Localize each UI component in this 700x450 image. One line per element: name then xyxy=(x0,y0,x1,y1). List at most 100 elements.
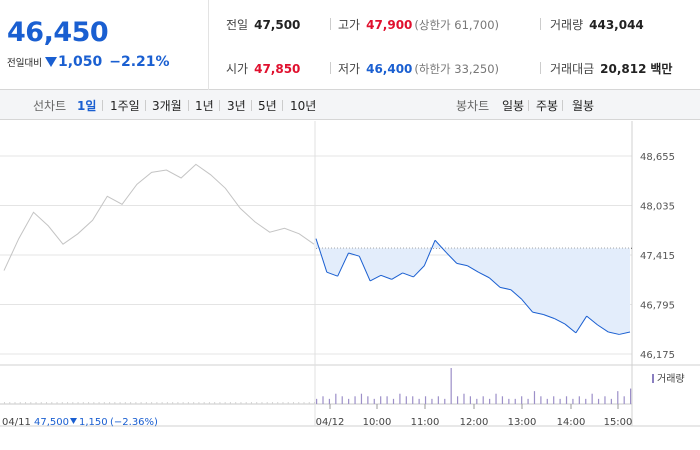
period-3y[interactable]: 3년 xyxy=(227,99,246,113)
prev-day-close: 47,500 xyxy=(34,417,69,428)
volume-bar xyxy=(261,402,263,404)
volume-bar xyxy=(182,402,184,404)
volume-bar xyxy=(444,398,446,404)
prev-day-date: 04/11 xyxy=(2,417,31,428)
volume-bar xyxy=(341,396,343,404)
divider xyxy=(102,100,103,111)
volume-bar xyxy=(572,398,574,404)
stat-value: 47,850 xyxy=(254,62,301,76)
volume-bar xyxy=(266,402,268,404)
volume-bar xyxy=(114,402,116,404)
volume-bar xyxy=(405,396,407,404)
volume-bar xyxy=(271,402,273,404)
price-segment xyxy=(358,255,371,282)
volume-bar xyxy=(469,396,471,404)
x-tick-label: 13:00 xyxy=(508,417,537,428)
price-segment xyxy=(488,277,501,288)
volume-bar xyxy=(140,402,142,404)
volume-bar xyxy=(203,402,205,404)
divider xyxy=(330,18,331,30)
volume-bar xyxy=(88,402,90,404)
change-percent: −2.21% xyxy=(109,54,170,70)
line-chart-label: 선차트 xyxy=(33,99,67,113)
x-tick-label: 15:00 xyxy=(604,417,633,428)
divider xyxy=(330,62,331,74)
volume-bar xyxy=(540,396,542,404)
volume-bar xyxy=(298,402,300,404)
volume-legend-label: 거래량 xyxy=(657,373,685,385)
price-chart: 48,655 48,035 47,415 46,795 46,175 04/12 10:0… xyxy=(0,121,700,428)
price-segment xyxy=(413,265,425,278)
x-tick-label: 04/12 xyxy=(316,417,345,428)
volume-bar xyxy=(431,398,433,404)
stat-unit: 백만 xyxy=(650,62,673,76)
volume-bar xyxy=(51,402,53,404)
candle-daily[interactable]: 일봉 xyxy=(502,99,525,113)
period-10y[interactable]: 10년 xyxy=(290,99,317,113)
volume-bar xyxy=(30,402,32,404)
volume-bar xyxy=(463,393,465,404)
period-1y[interactable]: 1년 xyxy=(195,99,214,113)
volume-bar xyxy=(25,402,27,404)
divider xyxy=(282,100,283,111)
volume-bar xyxy=(412,396,414,404)
chart-period-toolbar: 선차트 1일 1주일 3개월 1년 3년 5년 10년 봉차트 일봉 주봉 월봉 xyxy=(0,90,700,120)
price-segment xyxy=(478,271,490,279)
quote-panel: 46,450 전일대비 1,050 −2.21% 전일 47,500 고가 47,9… xyxy=(0,0,700,90)
volume-bar xyxy=(77,402,79,404)
price-segment xyxy=(521,298,533,313)
stat-label: 거래량 xyxy=(550,18,584,32)
volume-legend-swatch xyxy=(652,374,654,383)
change-row: 전일대비 1,050 −2.21% xyxy=(7,54,170,70)
price-segment xyxy=(564,323,577,334)
volume-bar xyxy=(591,393,593,404)
volume-bar xyxy=(166,402,168,404)
volume-bar xyxy=(198,402,200,404)
price-summary: 46,450 전일대비 1,050 −2.21% xyxy=(0,0,209,90)
period-3m[interactable]: 3개월 xyxy=(152,99,182,113)
period-1w[interactable]: 1주일 xyxy=(110,99,140,113)
volume-bar xyxy=(67,402,69,404)
divider xyxy=(540,18,541,30)
volume-bar xyxy=(287,402,289,404)
volume-bar xyxy=(508,398,510,404)
volume-bar xyxy=(124,402,126,404)
price-segment xyxy=(348,252,360,257)
stat-label: 전일 xyxy=(226,18,249,32)
stat-value: 46,400 xyxy=(366,62,413,76)
volume-bar xyxy=(224,402,226,404)
below-reference-area xyxy=(316,238,630,335)
prev-day-line xyxy=(3,163,315,271)
change-amount: 1,050 xyxy=(57,54,103,70)
period-1d[interactable]: 1일 xyxy=(77,99,97,113)
price-segment xyxy=(445,251,458,264)
stat-value: 443,044 xyxy=(589,18,644,32)
volume-bar xyxy=(617,391,619,404)
price-segment xyxy=(380,274,392,280)
volume-bar xyxy=(256,402,258,404)
volume-bar xyxy=(437,396,439,404)
volume-bar xyxy=(495,393,497,404)
volume-bar xyxy=(19,402,21,404)
candle-monthly[interactable]: 월봉 xyxy=(572,99,595,113)
volume-bar xyxy=(546,398,548,404)
price-segment xyxy=(434,239,447,253)
price-segment xyxy=(510,289,523,300)
candle-weekly[interactable]: 주봉 xyxy=(536,99,559,113)
volume-bar xyxy=(335,393,337,404)
y-tick-label: 47,415 xyxy=(640,251,675,262)
stat-trade-value: 거래대금 20,812 백만 xyxy=(550,60,672,77)
volume-bar xyxy=(392,398,395,404)
period-5y[interactable]: 5년 xyxy=(258,99,277,113)
volume-bar xyxy=(578,396,580,404)
divider xyxy=(562,100,563,111)
volume-bar xyxy=(373,398,375,404)
divider xyxy=(251,100,252,111)
change-label: 전일대비 xyxy=(7,58,42,69)
volume-bar xyxy=(4,402,5,404)
volume-bar xyxy=(585,398,587,404)
volume-bar xyxy=(328,398,331,404)
volume-bar xyxy=(172,402,174,404)
volume-bar xyxy=(322,396,324,404)
volume-bar xyxy=(214,402,216,404)
